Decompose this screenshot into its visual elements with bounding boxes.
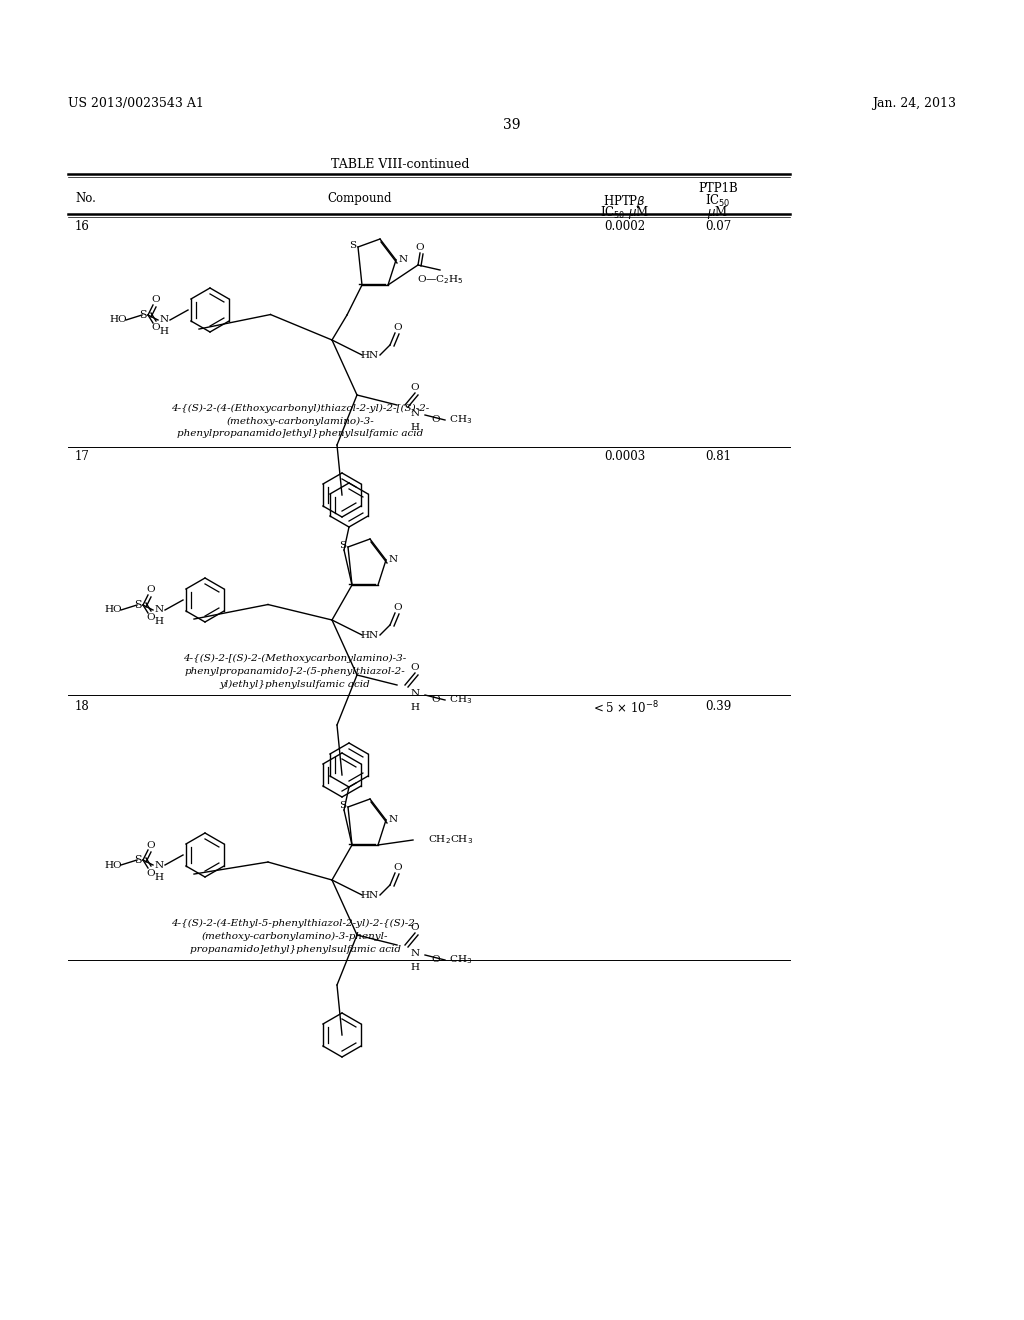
Text: H: H: [155, 873, 164, 882]
Text: (methoxy-carbonylamino)-3-phenyl-: (methoxy-carbonylamino)-3-phenyl-: [202, 932, 388, 941]
Text: 0.39: 0.39: [705, 700, 731, 713]
Text: 0.0002: 0.0002: [604, 220, 645, 234]
Text: O: O: [416, 243, 424, 252]
Text: HO: HO: [110, 315, 127, 325]
Text: phenylpropanamido]-2-(5-phenylthiazol-2-: phenylpropanamido]-2-(5-phenylthiazol-2-: [184, 667, 406, 676]
Text: O   CH$_3$: O CH$_3$: [431, 953, 473, 966]
Text: 0.81: 0.81: [705, 450, 731, 463]
Text: S: S: [134, 855, 141, 865]
Text: 39: 39: [503, 117, 521, 132]
Text: O: O: [411, 663, 419, 672]
Text: O: O: [146, 869, 156, 878]
Text: (methoxy-carbonylamino)-3-: (methoxy-carbonylamino)-3-: [226, 416, 374, 425]
Text: CH$_2$CH$_3$: CH$_2$CH$_3$: [428, 834, 473, 846]
Text: HO: HO: [104, 606, 122, 615]
Text: US 2013/0023543 A1: US 2013/0023543 A1: [68, 96, 204, 110]
Text: 18: 18: [75, 700, 90, 713]
Text: yl)ethyl}phenylsulfamic acid: yl)ethyl}phenylsulfamic acid: [219, 680, 371, 689]
Text: S: S: [134, 601, 141, 610]
Text: IC$_{50}$ $\mu$M: IC$_{50}$ $\mu$M: [600, 205, 649, 220]
Text: H: H: [155, 618, 164, 627]
Text: HN: HN: [360, 891, 379, 899]
Text: 16: 16: [75, 220, 90, 234]
Text: O: O: [393, 602, 402, 611]
Text: 0.0003: 0.0003: [604, 450, 645, 463]
Text: S: S: [139, 310, 146, 319]
Text: Jan. 24, 2013: Jan. 24, 2013: [872, 96, 956, 110]
Text: HN: HN: [360, 631, 379, 639]
Text: $\mu$M: $\mu$M: [708, 205, 728, 220]
Text: 4-{(S)-2-(4-(Ethoxycarbonyl)thiazol-2-yl)-2-[(S)-2-: 4-{(S)-2-(4-(Ethoxycarbonyl)thiazol-2-yl…: [171, 404, 429, 413]
Text: O: O: [152, 323, 161, 333]
Text: No.: No.: [75, 191, 96, 205]
Text: N: N: [388, 556, 397, 565]
Text: O: O: [146, 841, 156, 850]
Text: S: S: [349, 240, 356, 249]
Text: N: N: [155, 606, 164, 615]
Text: HPTP$\beta$: HPTP$\beta$: [603, 193, 646, 210]
Text: O: O: [393, 862, 402, 871]
Text: O   CH$_3$: O CH$_3$: [431, 413, 473, 426]
Text: H: H: [411, 702, 420, 711]
Text: H: H: [160, 327, 169, 337]
Text: phenylpropanamido]ethyl}phenylsulfamic acid: phenylpropanamido]ethyl}phenylsulfamic a…: [177, 429, 423, 438]
Text: N: N: [160, 315, 169, 325]
Text: O: O: [411, 923, 419, 932]
Text: 17: 17: [75, 450, 90, 463]
Text: N: N: [388, 816, 397, 825]
Text: H: H: [411, 422, 420, 432]
Text: N: N: [155, 861, 164, 870]
Text: O: O: [146, 586, 156, 594]
Text: 4-{(S)-2-(4-Ethyl-5-phenylthiazol-2-yl)-2-{(S)-2-: 4-{(S)-2-(4-Ethyl-5-phenylthiazol-2-yl)-…: [171, 919, 419, 928]
Text: TABLE VIII-continued: TABLE VIII-continued: [331, 158, 469, 172]
Text: $<$5 $\times$ 10$^{-8}$: $<$5 $\times$ 10$^{-8}$: [591, 700, 658, 717]
Text: HO: HO: [104, 861, 122, 870]
Text: N: N: [411, 689, 420, 697]
Text: IC$_{50}$: IC$_{50}$: [706, 193, 731, 209]
Text: propanamido]ethyl}phenylsulfamic acid: propanamido]ethyl}phenylsulfamic acid: [189, 945, 400, 953]
Text: O: O: [152, 296, 161, 305]
Text: 0.07: 0.07: [705, 220, 731, 234]
Text: O: O: [393, 322, 402, 331]
Text: S: S: [339, 540, 346, 549]
Text: HN: HN: [360, 351, 379, 359]
Text: PTP1B: PTP1B: [698, 182, 738, 195]
Text: N: N: [398, 256, 408, 264]
Text: H: H: [411, 962, 420, 972]
Text: O   CH$_3$: O CH$_3$: [431, 693, 473, 706]
Text: O: O: [411, 383, 419, 392]
Text: O—C$_2$H$_5$: O—C$_2$H$_5$: [417, 273, 464, 286]
Text: Compound: Compound: [328, 191, 392, 205]
Text: S: S: [339, 800, 346, 809]
Text: N: N: [411, 408, 420, 417]
Text: N: N: [411, 949, 420, 957]
Text: O: O: [146, 614, 156, 623]
Text: 4-{(S)-2-[(S)-2-(Methoxycarbonylamino)-3-: 4-{(S)-2-[(S)-2-(Methoxycarbonylamino)-3…: [183, 653, 407, 663]
